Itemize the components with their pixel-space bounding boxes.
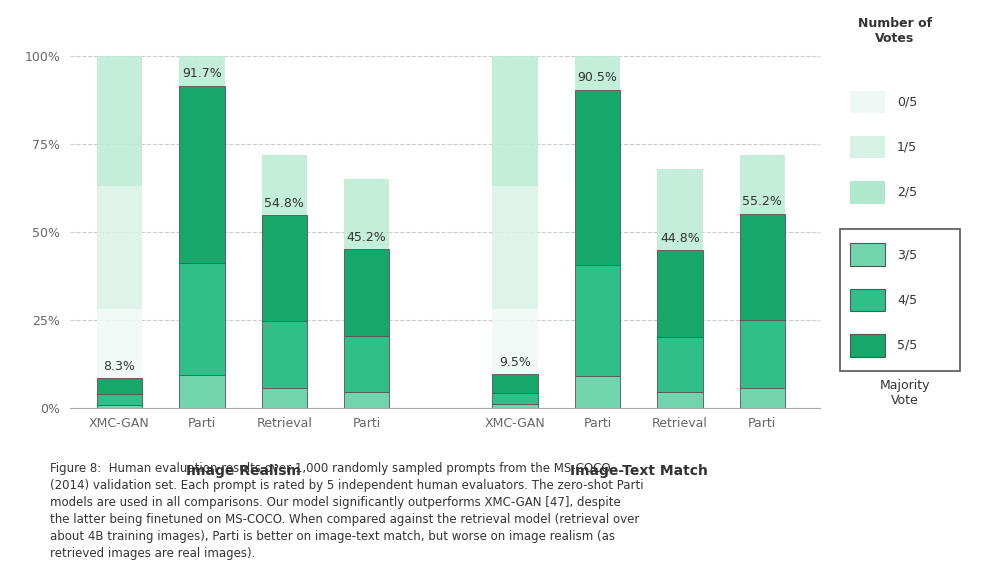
Text: 0/5: 0/5 bbox=[897, 96, 917, 108]
Bar bbox=[740, 248, 785, 337]
Bar bbox=[575, 186, 620, 309]
Bar bbox=[97, 379, 142, 395]
Bar bbox=[492, 309, 538, 408]
Text: 91.7%: 91.7% bbox=[182, 67, 222, 80]
Bar bbox=[97, 57, 142, 408]
Bar bbox=[344, 392, 389, 408]
Bar bbox=[657, 341, 703, 408]
Text: 55.2%: 55.2% bbox=[742, 195, 782, 208]
Text: Figure 8:  Human evaluation results over 1,000 randomly sampled prompts from the: Figure 8: Human evaluation results over … bbox=[50, 462, 644, 560]
Bar bbox=[179, 263, 225, 375]
Bar bbox=[262, 155, 307, 248]
Bar bbox=[97, 309, 142, 408]
Bar bbox=[262, 215, 307, 321]
Bar bbox=[344, 336, 389, 392]
Bar bbox=[344, 249, 389, 336]
Bar bbox=[262, 337, 307, 408]
Bar bbox=[575, 309, 620, 408]
Text: 4/5: 4/5 bbox=[897, 294, 917, 306]
Bar bbox=[575, 264, 620, 376]
Bar bbox=[657, 257, 703, 341]
Bar bbox=[657, 337, 703, 392]
Text: 9.5%: 9.5% bbox=[499, 356, 531, 369]
Text: Image Realism: Image Realism bbox=[186, 464, 301, 478]
Bar bbox=[262, 248, 307, 337]
Bar bbox=[97, 395, 142, 405]
Text: 45.2%: 45.2% bbox=[347, 230, 387, 243]
Bar bbox=[657, 169, 703, 408]
Bar bbox=[344, 264, 389, 344]
Bar bbox=[179, 309, 225, 408]
Bar bbox=[740, 214, 785, 320]
Bar bbox=[492, 374, 538, 392]
Bar bbox=[97, 405, 142, 408]
Bar bbox=[657, 392, 703, 408]
Bar bbox=[575, 90, 620, 264]
Text: 44.8%: 44.8% bbox=[660, 232, 700, 245]
Bar bbox=[179, 85, 225, 263]
Bar bbox=[740, 388, 785, 408]
Bar bbox=[575, 57, 620, 408]
Bar bbox=[657, 250, 703, 337]
Bar bbox=[740, 155, 785, 248]
Bar bbox=[492, 57, 538, 408]
Text: Image-Text Match: Image-Text Match bbox=[570, 464, 708, 478]
Bar bbox=[344, 179, 389, 264]
Bar bbox=[179, 57, 225, 186]
Text: Number of
Votes: Number of Votes bbox=[858, 17, 932, 45]
Bar bbox=[262, 388, 307, 408]
Bar bbox=[97, 186, 142, 309]
Bar bbox=[179, 57, 225, 408]
Bar bbox=[740, 155, 785, 408]
Bar bbox=[179, 186, 225, 309]
Bar bbox=[179, 375, 225, 408]
Bar bbox=[740, 337, 785, 408]
Text: 5/5: 5/5 bbox=[897, 339, 917, 351]
Text: 8.3%: 8.3% bbox=[104, 360, 135, 373]
Bar bbox=[575, 57, 620, 186]
Text: 1/5: 1/5 bbox=[897, 141, 917, 153]
Text: 90.5%: 90.5% bbox=[578, 71, 617, 84]
Bar bbox=[97, 57, 142, 186]
Bar bbox=[344, 344, 389, 408]
Bar bbox=[657, 169, 703, 257]
Text: 2/5: 2/5 bbox=[897, 186, 917, 199]
Bar bbox=[262, 155, 307, 408]
Text: Majority
Vote: Majority Vote bbox=[880, 379, 930, 407]
Bar bbox=[575, 376, 620, 408]
Bar bbox=[492, 57, 538, 186]
Bar bbox=[344, 179, 389, 408]
Bar bbox=[262, 321, 307, 388]
Bar bbox=[740, 320, 785, 388]
Text: 3/5: 3/5 bbox=[897, 248, 917, 261]
Bar bbox=[492, 392, 538, 404]
Bar bbox=[492, 186, 538, 309]
Text: 54.8%: 54.8% bbox=[264, 197, 304, 210]
Bar bbox=[492, 404, 538, 408]
